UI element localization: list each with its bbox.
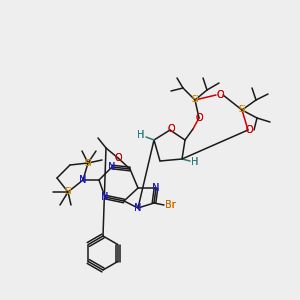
Text: N: N xyxy=(108,162,116,172)
Text: O: O xyxy=(114,153,122,163)
Text: N: N xyxy=(152,183,160,193)
Text: N: N xyxy=(79,175,87,185)
Text: H: H xyxy=(137,130,145,140)
Text: Si: Si xyxy=(238,106,246,115)
Text: Si: Si xyxy=(191,95,199,104)
Text: Si: Si xyxy=(64,188,72,196)
Text: N: N xyxy=(101,192,109,202)
Text: O: O xyxy=(167,124,175,134)
Text: Si: Si xyxy=(84,158,92,167)
Text: Si: Si xyxy=(191,95,199,104)
Text: Br: Br xyxy=(165,200,176,210)
Text: N: N xyxy=(134,203,142,213)
Text: H: H xyxy=(191,157,199,167)
Text: Br: Br xyxy=(165,200,176,210)
Text: N: N xyxy=(101,192,109,202)
Text: N: N xyxy=(108,162,116,172)
Text: H: H xyxy=(137,130,145,140)
Text: N: N xyxy=(79,175,87,185)
Text: O: O xyxy=(114,153,122,163)
Text: O: O xyxy=(216,90,224,100)
Text: O: O xyxy=(245,125,253,135)
Text: O: O xyxy=(167,124,175,134)
Text: O: O xyxy=(195,113,203,123)
Text: O: O xyxy=(195,113,203,123)
Text: O: O xyxy=(245,125,253,135)
Text: Si: Si xyxy=(238,106,246,115)
Text: H: H xyxy=(191,157,199,167)
Text: Si: Si xyxy=(64,188,72,196)
Text: N: N xyxy=(134,203,142,213)
Text: O: O xyxy=(216,90,224,100)
Text: Si: Si xyxy=(84,158,92,167)
Text: N: N xyxy=(152,183,160,193)
